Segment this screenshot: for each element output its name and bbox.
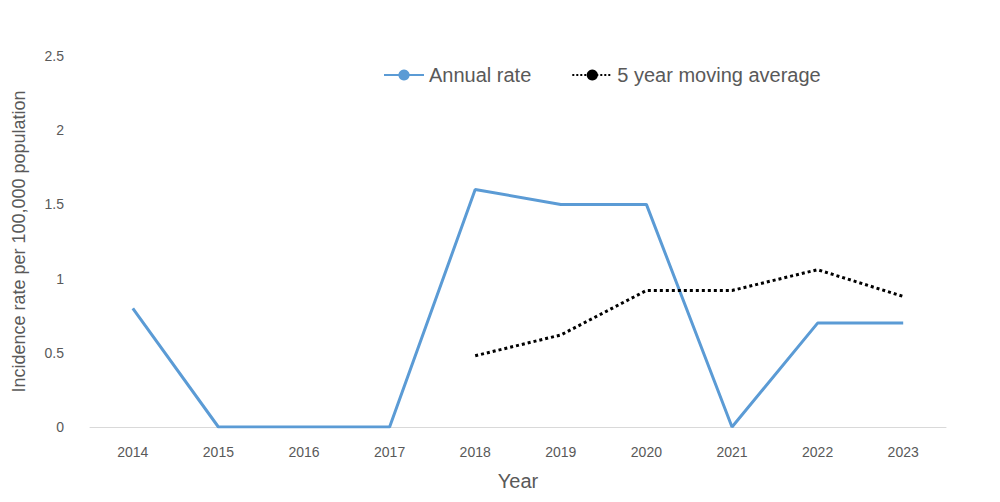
svg-text:2019: 2019 (545, 444, 576, 460)
svg-text:2021: 2021 (716, 444, 747, 460)
svg-text:1: 1 (56, 271, 64, 287)
svg-text:0: 0 (56, 419, 64, 435)
svg-text:2016: 2016 (288, 444, 319, 460)
svg-text:Annual rate: Annual rate (429, 64, 531, 86)
svg-text:2015: 2015 (203, 444, 234, 460)
svg-text:2022: 2022 (802, 444, 833, 460)
svg-text:2018: 2018 (460, 444, 491, 460)
svg-text:2: 2 (56, 122, 64, 138)
svg-text:Year: Year (498, 470, 539, 492)
svg-text:2020: 2020 (631, 444, 662, 460)
svg-text:5 year moving average: 5 year moving average (617, 64, 820, 86)
svg-text:2017: 2017 (374, 444, 405, 460)
svg-text:Incidence rate per 100,000 pop: Incidence rate per 100,000 population (9, 90, 29, 392)
svg-text:2014: 2014 (117, 444, 148, 460)
svg-text:2023: 2023 (888, 444, 919, 460)
svg-text:1.5: 1.5 (45, 196, 65, 212)
svg-text:0.5: 0.5 (45, 345, 65, 361)
svg-text:2.5: 2.5 (45, 48, 65, 64)
